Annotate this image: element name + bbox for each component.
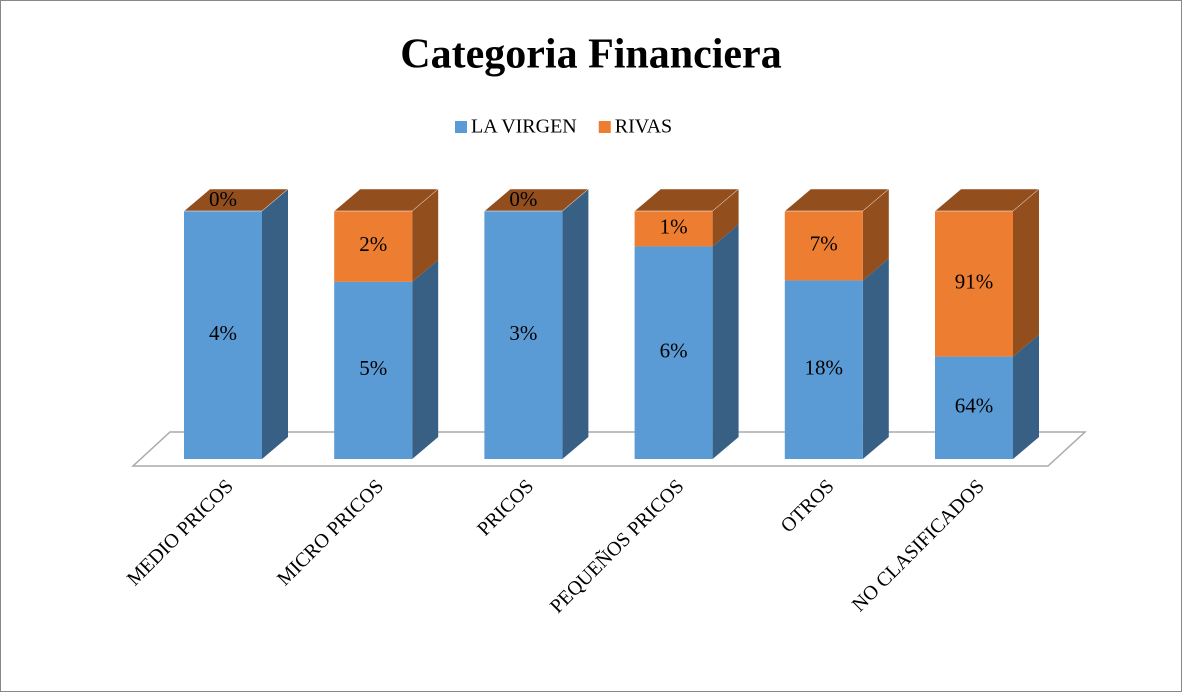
bar [634,246,713,459]
chart-title: Categoria Financiera [400,32,781,78]
bar [184,211,262,459]
legend-swatch [455,121,467,133]
bar-side [1013,189,1039,357]
bar-side [862,189,889,281]
data-label: 7% [810,232,838,256]
data-label: 5% [359,356,387,380]
bar-side [412,189,439,282]
bar [784,211,863,281]
data-label: 6% [660,339,688,363]
bar-top [483,188,590,212]
bar [334,281,413,459]
legend-swatch [598,121,611,133]
bar-side [262,189,288,459]
legend-label: RIVAS [615,116,672,138]
bar-side [1013,334,1039,459]
data-label: 0% [509,187,537,211]
data-label: 4% [209,321,237,345]
data-label: 1% [660,215,688,239]
bar-side [562,189,589,459]
data-label: 2% [359,232,387,256]
bar-top [934,188,1040,212]
data-label: 64% [955,394,994,418]
bar [935,356,1013,459]
data-label: 91% [955,270,994,294]
legend-label: LA VIRGEN [471,116,577,138]
bar-top [333,188,439,212]
bar-side [412,259,439,459]
bar-top [784,188,890,212]
bar [334,211,413,282]
bar-top [633,188,740,212]
bar-top [183,188,289,212]
data-label: 18% [805,356,844,380]
data-label: 0% [209,187,237,211]
bar [634,211,713,247]
bar-side [862,258,889,459]
bar [784,280,863,459]
bar-side [712,189,739,247]
bar-side [712,224,739,459]
bar [484,211,563,459]
floor [131,431,1087,467]
data-label: 3% [509,321,537,345]
bar [935,211,1013,357]
